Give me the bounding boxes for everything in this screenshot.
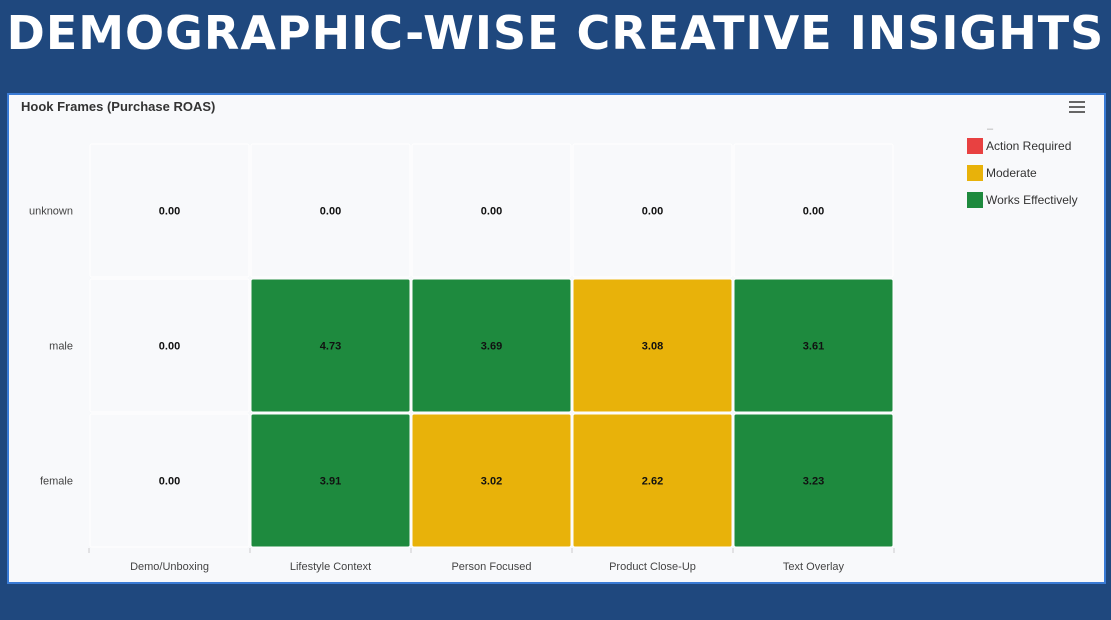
heatmap-cell (411, 143, 572, 278)
legend-swatch-works-effectively (967, 192, 983, 208)
cell-value-label: 0.00 (159, 206, 180, 218)
y-axis-tick-label: male (49, 341, 73, 353)
heatmap-cell (250, 143, 411, 278)
cell-value-label: 0.00 (159, 341, 180, 353)
banner-title: DEMOGRAPHIC-WISE CREATIVE INSIGHTS (6, 6, 1105, 60)
heatmap-cell (733, 278, 894, 413)
x-axis-tick-label: Text Overlay (783, 561, 845, 573)
cell-value-label: 0.00 (803, 206, 824, 218)
legend-item-works-effectively[interactable]: Works Effectively (967, 191, 1078, 209)
y-axis-tick-label: unknown (29, 206, 73, 218)
chart-panel: Hook Frames (Purchase ROAS) 0.00 0.00 0.00… (7, 93, 1106, 584)
heatmap-cell (572, 413, 733, 548)
heatmap-cell (572, 143, 733, 278)
cell-value-label: 2.62 (642, 476, 663, 488)
heatmap-cell (411, 278, 572, 413)
cell-value-label: 0.00 (481, 206, 502, 218)
heatmap-cell (411, 413, 572, 548)
heatmap-cell (572, 278, 733, 413)
heatmap-cell (733, 413, 894, 548)
hamburger-menu-icon[interactable] (1069, 101, 1085, 113)
heatmap-chart: 0.00 0.00 0.00 0.00 0.00 0.00 4.73 3.69 3.08 3.61… (29, 143, 895, 573)
cell-value-label: 0.00 (320, 206, 341, 218)
legend: – Action Required Moderate Works Effecti… (967, 123, 1078, 218)
cell-value-label: 3.23 (803, 476, 824, 488)
cell-value-label: 3.61 (803, 341, 824, 353)
heatmap-cell (89, 278, 250, 413)
x-axis-tick-label: Demo/Unboxing (130, 561, 209, 573)
x-axis-tick-label: Person Focused (451, 561, 531, 573)
heatmap-cell (250, 413, 411, 548)
y-axis-tick-label: female (40, 476, 73, 488)
legend-item-action-required[interactable]: Action Required (967, 137, 1078, 155)
legend-label: Action Required (986, 139, 1072, 153)
x-axis-tick-label: Product Close-Up (609, 561, 696, 573)
cell-value-label: 0.00 (642, 206, 663, 218)
heatmap-cell (89, 413, 250, 548)
heatmap-cell (89, 143, 250, 278)
heatmap-cell (733, 143, 894, 278)
legend-swatch-action-required (967, 138, 983, 154)
legend-dash: – (987, 123, 994, 135)
cell-value-label: 3.02 (481, 476, 502, 488)
cell-value-label: 3.69 (481, 341, 502, 353)
chart-title: Hook Frames (Purchase ROAS) (21, 99, 216, 114)
x-axis-tick-label: Lifestyle Context (290, 561, 371, 573)
legend-swatch-moderate (967, 165, 983, 181)
legend-item-moderate[interactable]: Moderate (967, 164, 1078, 182)
legend-label: Works Effectively (986, 193, 1078, 207)
cell-value-label: 3.08 (642, 341, 663, 353)
heatmap-cell (250, 278, 411, 413)
cell-value-label: 0.00 (159, 476, 180, 488)
cell-value-label: 4.73 (320, 341, 341, 353)
legend-label: Moderate (986, 166, 1037, 180)
cell-value-label: 3.91 (320, 476, 341, 488)
